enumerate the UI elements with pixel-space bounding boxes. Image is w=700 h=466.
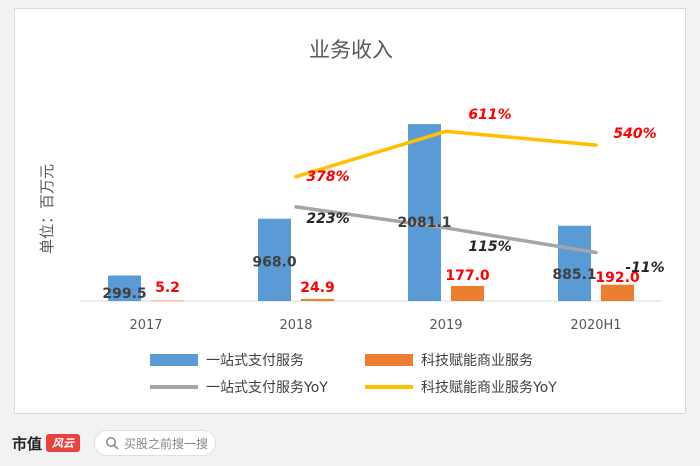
legend-label: 一站式支付服务 xyxy=(206,353,304,369)
legend-swatch xyxy=(150,354,198,366)
search-icon xyxy=(106,437,119,450)
data-label-payment-yoy: 115% xyxy=(468,239,511,255)
bar-payment-2017 xyxy=(108,275,141,301)
legend-swatch xyxy=(365,354,413,366)
bar-payment-2019 xyxy=(408,124,441,301)
footer-bar: 市值 风云 买股之前搜一搜 xyxy=(0,422,700,466)
x-tick-label: 2017 xyxy=(129,318,162,333)
bar-tech-2018 xyxy=(301,298,334,301)
data-label-tech-yoy: 540% xyxy=(613,126,656,142)
line-tech-yoy xyxy=(294,129,598,179)
data-label-payment: 2081.1 xyxy=(397,215,451,231)
legend-label: 科技赋能商业服务 xyxy=(421,353,533,369)
data-label-payment: 299.5 xyxy=(102,286,146,302)
chart-card: 业务收入单位：百万元 2017 2018 2019 2020H1 299.5 5.2 968.… xyxy=(14,8,686,414)
line-payment-yoy xyxy=(294,205,598,255)
bar-tech-2017 xyxy=(151,300,184,302)
brand[interactable]: 市值 风云 xyxy=(12,430,81,456)
data-label-payment-yoy: -11% xyxy=(625,260,664,276)
x-tick-label: 2019 xyxy=(429,318,462,333)
data-label-tech-yoy: 611% xyxy=(468,107,511,123)
bar-tech-2020H1 xyxy=(601,284,634,301)
data-label-tech: 5.2 xyxy=(155,280,180,296)
bar-tech-2019 xyxy=(451,285,484,301)
brand-name: 市值 xyxy=(12,434,43,453)
x-tick-label: 2020H1 xyxy=(570,318,621,333)
search-box[interactable]: 买股之前搜一搜 xyxy=(94,430,216,456)
legend-label: 一站式支付服务YoY xyxy=(206,380,328,396)
data-label-tech: 177.0 xyxy=(445,268,490,284)
data-label-payment: 968.0 xyxy=(252,255,297,271)
bar-payment-2018 xyxy=(258,218,291,301)
x-tick-label: 2018 xyxy=(279,318,312,333)
data-label-tech: 24.9 xyxy=(300,280,335,296)
y-axis-label: 单位：百万元 xyxy=(38,164,56,254)
search-placeholder: 买股之前搜一搜 xyxy=(124,436,209,451)
chart-title: 业务收入 xyxy=(309,38,393,62)
data-label-payment-yoy: 223% xyxy=(306,211,349,227)
brand-logo: 风云 xyxy=(46,434,81,452)
data-label-tech-yoy: 378% xyxy=(306,169,349,185)
bar-payment-2020H1 xyxy=(558,225,591,301)
data-label-payment: 885.1 xyxy=(552,267,596,283)
data-label-tech: 192.0 xyxy=(595,270,640,286)
legend-label: 科技赋能商业服务YoY xyxy=(421,380,557,396)
